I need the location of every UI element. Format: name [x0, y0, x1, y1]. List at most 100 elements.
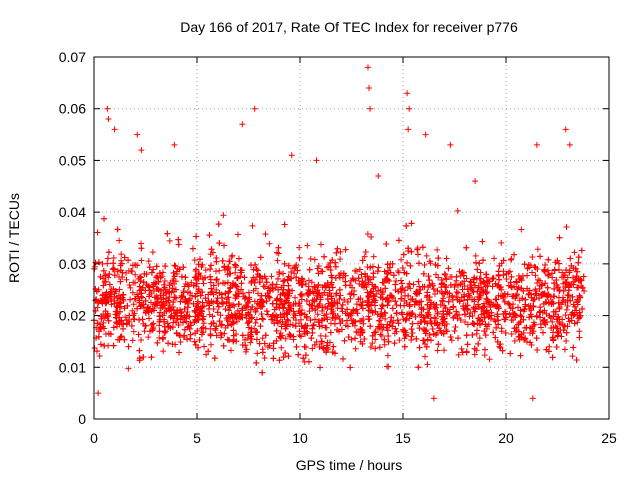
data-point [384, 321, 391, 328]
data-point [326, 339, 333, 346]
data-point [249, 222, 256, 229]
data-point [427, 318, 434, 325]
data-point [220, 212, 227, 219]
data-point [495, 272, 502, 279]
data-point [236, 300, 243, 307]
data-point [216, 240, 223, 247]
data-point [246, 296, 253, 303]
data-point [179, 319, 186, 326]
data-point [398, 295, 405, 302]
data-point [342, 246, 349, 253]
data-point [243, 346, 250, 353]
data-point [291, 265, 298, 272]
data-point [379, 301, 386, 308]
data-point [328, 303, 335, 310]
data-point [151, 287, 158, 294]
data-point [307, 317, 314, 324]
data-point [125, 365, 132, 372]
data-point [482, 332, 489, 339]
data-point [91, 344, 98, 351]
data-point [304, 330, 311, 337]
data-point [388, 314, 395, 321]
data-point [289, 321, 296, 328]
data-point [208, 262, 215, 269]
data-point [529, 254, 536, 261]
data-point [317, 364, 324, 371]
data-point [440, 295, 447, 302]
data-point [197, 292, 204, 299]
data-point [521, 261, 528, 268]
data-point [372, 284, 379, 291]
data-point [170, 315, 177, 322]
data-point [327, 267, 334, 274]
data-point [318, 338, 325, 345]
data-point [259, 275, 266, 282]
data-point [150, 266, 157, 273]
data-point [485, 313, 492, 320]
data-point [288, 269, 295, 276]
data-point [171, 281, 178, 288]
data-point [420, 314, 427, 321]
data-point [192, 330, 199, 337]
data-point [288, 305, 295, 312]
data-point [309, 345, 316, 352]
data-point [172, 341, 179, 348]
data-point [545, 256, 552, 263]
data-point [329, 301, 336, 308]
data-point [462, 319, 469, 326]
data-point [296, 328, 303, 335]
data-point [572, 276, 579, 283]
data-point [571, 311, 578, 318]
data-point [261, 283, 268, 290]
data-point [439, 297, 446, 304]
data-point [447, 282, 454, 289]
y-tick-label: 0.03 [59, 256, 86, 272]
data-point [496, 284, 503, 291]
data-point [100, 319, 107, 326]
data-point [239, 332, 246, 339]
data-point [360, 320, 367, 327]
data-point [568, 317, 575, 324]
data-point [224, 266, 231, 273]
data-point [401, 269, 408, 276]
data-point [383, 241, 390, 248]
data-point [188, 322, 195, 329]
data-point [407, 262, 414, 269]
data-point [259, 303, 266, 310]
data-point [570, 281, 577, 288]
data-point [476, 260, 483, 267]
data-point [365, 277, 372, 284]
data-point [519, 273, 526, 280]
data-point [221, 242, 228, 249]
data-point [386, 278, 393, 285]
data-point [239, 121, 246, 128]
data-point [116, 300, 123, 307]
data-point [242, 342, 249, 349]
data-point [120, 298, 127, 305]
data-point [194, 290, 201, 297]
data-point [340, 355, 347, 362]
data-point [507, 279, 514, 286]
data-point [384, 352, 391, 359]
data-point [273, 296, 280, 303]
data-point [297, 291, 304, 298]
data-point [234, 231, 241, 238]
data-point [481, 352, 488, 359]
data-point [180, 264, 187, 271]
data-point [184, 336, 191, 343]
data-point [445, 265, 452, 272]
data-point [171, 141, 178, 148]
data-point [292, 300, 299, 307]
data-point [195, 261, 202, 268]
data-point [137, 278, 144, 285]
y-axis-label: ROTI / TECUs [6, 193, 22, 283]
data-point [303, 328, 310, 335]
data-point [550, 300, 557, 307]
data-point [377, 294, 384, 301]
data-point [529, 269, 536, 276]
data-point [261, 354, 268, 361]
data-point [412, 298, 419, 305]
data-point [316, 323, 323, 330]
data-point [154, 285, 161, 292]
data-point [530, 302, 537, 309]
